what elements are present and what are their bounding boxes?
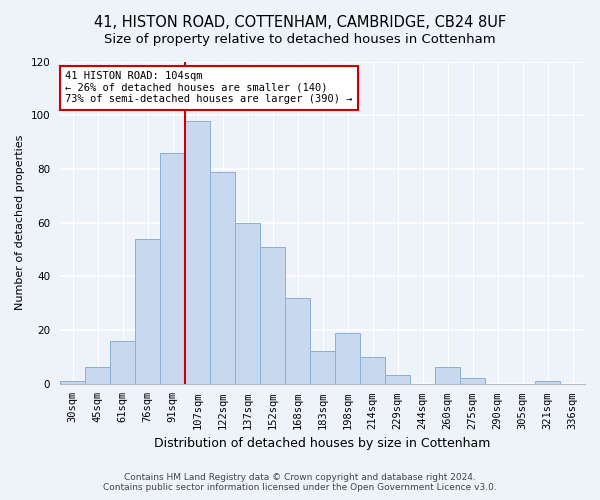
Bar — [260, 246, 285, 384]
Bar — [185, 120, 210, 384]
X-axis label: Distribution of detached houses by size in Cottenham: Distribution of detached houses by size … — [154, 437, 491, 450]
Bar — [110, 340, 135, 384]
Text: 41, HISTON ROAD, COTTENHAM, CAMBRIDGE, CB24 8UF: 41, HISTON ROAD, COTTENHAM, CAMBRIDGE, C… — [94, 15, 506, 30]
Bar — [335, 332, 360, 384]
Bar — [235, 222, 260, 384]
Bar — [385, 376, 410, 384]
Bar — [535, 381, 560, 384]
Bar — [135, 238, 160, 384]
Bar — [285, 298, 310, 384]
Text: 41 HISTON ROAD: 104sqm
← 26% of detached houses are smaller (140)
73% of semi-de: 41 HISTON ROAD: 104sqm ← 26% of detached… — [65, 71, 353, 104]
Bar — [435, 368, 460, 384]
Bar — [310, 352, 335, 384]
Bar — [460, 378, 485, 384]
Bar — [85, 368, 110, 384]
Text: Contains HM Land Registry data © Crown copyright and database right 2024.
Contai: Contains HM Land Registry data © Crown c… — [103, 473, 497, 492]
Bar — [360, 356, 385, 384]
Bar — [210, 172, 235, 384]
Y-axis label: Number of detached properties: Number of detached properties — [15, 135, 25, 310]
Text: Size of property relative to detached houses in Cottenham: Size of property relative to detached ho… — [104, 32, 496, 46]
Bar — [160, 152, 185, 384]
Bar — [60, 381, 85, 384]
